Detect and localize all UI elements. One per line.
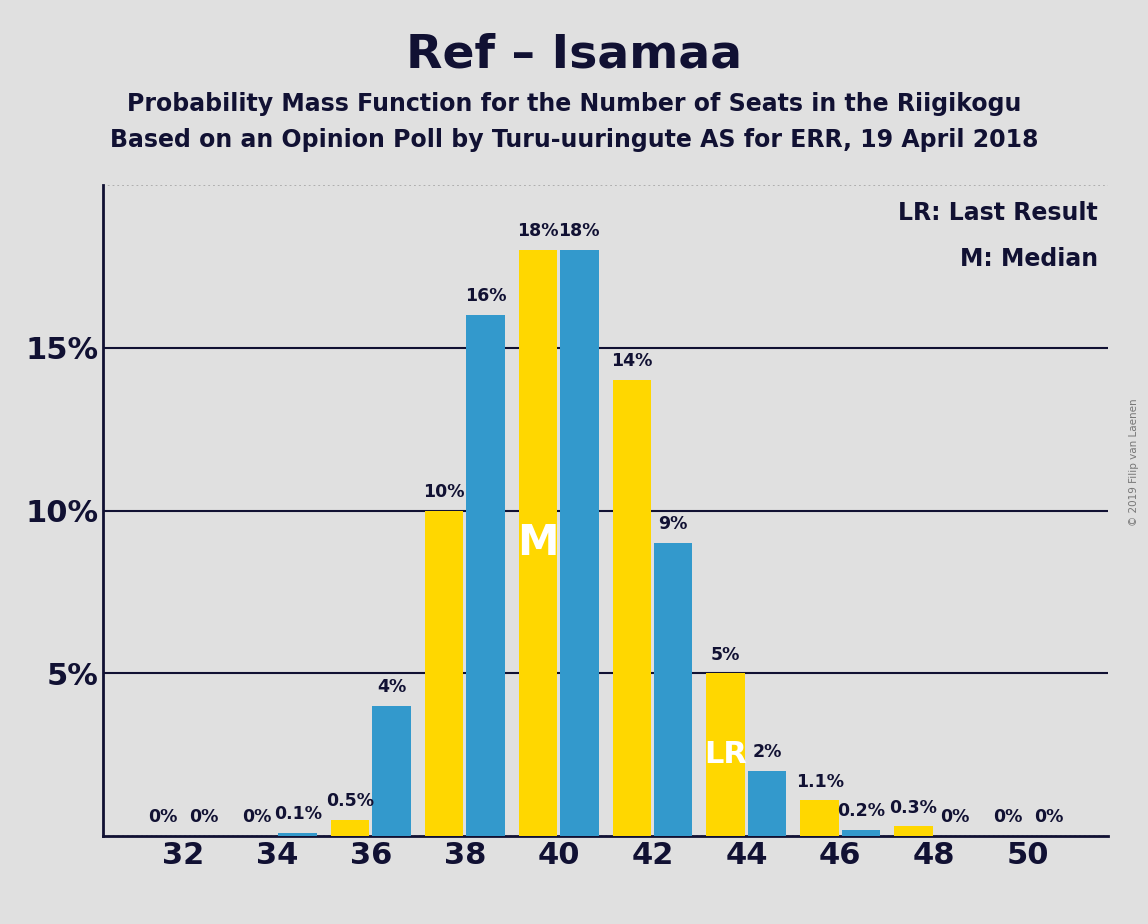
- Text: 0.3%: 0.3%: [890, 798, 938, 817]
- Text: 14%: 14%: [611, 352, 652, 371]
- Text: 5%: 5%: [711, 646, 740, 663]
- Text: 0%: 0%: [189, 808, 218, 826]
- Bar: [706, 674, 745, 836]
- Text: 18%: 18%: [559, 222, 600, 240]
- Bar: [372, 706, 411, 836]
- Text: 1.1%: 1.1%: [796, 772, 844, 791]
- Text: M: M: [518, 522, 559, 564]
- Text: Ref – Isamaa: Ref – Isamaa: [406, 32, 742, 78]
- Text: 0.1%: 0.1%: [273, 805, 321, 823]
- Text: 4%: 4%: [377, 678, 406, 696]
- Text: 16%: 16%: [465, 287, 506, 305]
- Bar: [425, 510, 464, 836]
- Text: 0.2%: 0.2%: [837, 802, 885, 820]
- Text: LR: LR: [704, 740, 747, 770]
- Text: © 2019 Filip van Laenen: © 2019 Filip van Laenen: [1130, 398, 1139, 526]
- Text: M: Median: M: Median: [960, 247, 1097, 271]
- Text: 0%: 0%: [940, 808, 969, 826]
- Bar: [800, 800, 839, 836]
- Bar: [331, 820, 370, 836]
- Text: Based on an Opinion Poll by Turu-uuringute AS for ERR, 19 April 2018: Based on an Opinion Poll by Turu-uuringu…: [110, 128, 1038, 152]
- Text: 0%: 0%: [993, 808, 1022, 826]
- Text: LR: Last Result: LR: Last Result: [898, 201, 1097, 225]
- Bar: [654, 543, 692, 836]
- Bar: [747, 771, 786, 836]
- Bar: [894, 826, 932, 836]
- Text: 9%: 9%: [659, 516, 688, 533]
- Text: 0.5%: 0.5%: [326, 792, 374, 810]
- Bar: [279, 833, 317, 836]
- Text: 10%: 10%: [424, 482, 465, 501]
- Text: Probability Mass Function for the Number of Seats in the Riigikogu: Probability Mass Function for the Number…: [126, 92, 1022, 116]
- Text: 0%: 0%: [148, 808, 177, 826]
- Text: 18%: 18%: [518, 222, 559, 240]
- Bar: [466, 315, 505, 836]
- Text: 2%: 2%: [752, 743, 782, 761]
- Bar: [841, 830, 881, 836]
- Text: 0%: 0%: [1034, 808, 1063, 826]
- Text: 0%: 0%: [242, 808, 271, 826]
- Bar: [613, 380, 651, 836]
- Bar: [560, 249, 598, 836]
- Bar: [519, 249, 557, 836]
